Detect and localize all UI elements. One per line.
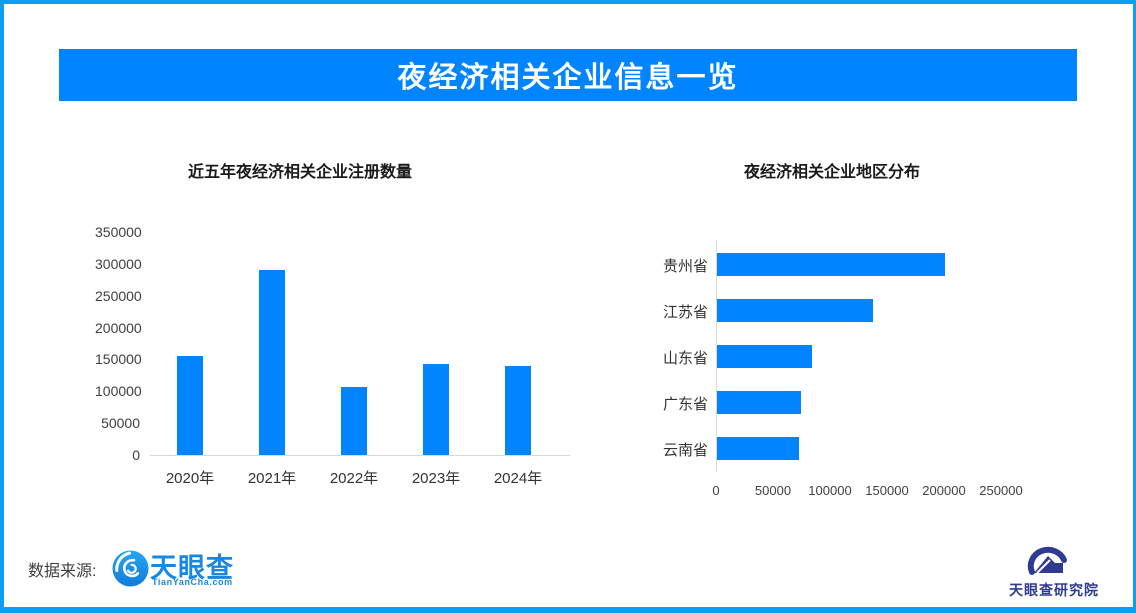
bar-2022年: [341, 387, 367, 455]
bar-山东省: [717, 345, 812, 368]
tianyancha-logo-subtext: TianYanCha.com: [152, 577, 233, 587]
y-axis-tick-150000: 150000: [95, 351, 142, 368]
y-axis-tick-100000: 100000: [95, 383, 142, 400]
page-border-left: [0, 0, 4, 613]
bar-江苏省: [717, 299, 873, 322]
x-axis-line: [150, 455, 570, 456]
bar-贵州省: [717, 253, 945, 276]
tianyancha-logo-text: 天眼查: [150, 553, 234, 583]
tianyancha-eye-icon: [112, 550, 149, 587]
page-title: 夜经济相关企业信息一览: [397, 62, 739, 94]
x-axis-label-2023年: 2023年: [411, 470, 461, 487]
x-axis-tick-150000: 150000: [865, 483, 909, 498]
x-axis-label-2022年: 2022年: [329, 470, 379, 487]
category-label-广东省: 广东省: [662, 396, 708, 413]
y-axis-line: [716, 240, 717, 472]
bar-云南省: [717, 437, 799, 460]
x-axis-tick-50000: 50000: [754, 483, 792, 498]
y-axis-tick-300000: 300000: [95, 255, 142, 272]
category-label-贵州省: 贵州省: [662, 258, 708, 275]
x-axis-tick-250000: 250000: [979, 483, 1023, 498]
y-axis-tick-50000: 50000: [101, 415, 140, 432]
bar-2021年: [259, 270, 285, 455]
x-axis-tick-100000: 100000: [808, 483, 852, 498]
registrations-chart-plot: 350000 300000 250000 200000 150000 100000 5000…: [95, 224, 575, 500]
region-chart-plot: 贵州省江苏省山东省广东省云南省 0 50000 100000 150000 200000 2…: [640, 240, 1090, 502]
page-title-banner: 夜经济相关企业信息一览: [59, 49, 1077, 101]
page-border-bottom: [0, 607, 1136, 613]
y-axis-tick-0: 0: [132, 447, 140, 463]
bar-2024年: [505, 366, 531, 455]
x-axis-label-2020年: 2020年: [165, 470, 215, 487]
research-institute-icon: [1027, 546, 1067, 575]
bar-广东省: [717, 391, 801, 414]
y-axis-tick-350000: 350000: [95, 224, 142, 240]
registrations-chart-title: 近五年夜经济相关企业注册数量: [187, 164, 412, 181]
category-label-云南省: 云南省: [662, 442, 708, 459]
x-axis-label-2024年: 2024年: [493, 470, 543, 487]
category-label-江苏省: 江苏省: [662, 304, 708, 321]
x-axis-tick-0: 0: [712, 483, 720, 498]
region-chart-title: 夜经济相关企业地区分布: [743, 164, 920, 181]
y-axis-tick-200000: 200000: [95, 319, 142, 336]
category-label-山东省: 山东省: [662, 350, 708, 367]
x-axis-tick-200000: 200000: [922, 483, 966, 498]
y-axis-tick-250000: 250000: [95, 287, 142, 304]
x-axis-label-2021年: 2021年: [247, 470, 297, 487]
page-border-right: [1133, 0, 1136, 613]
data-source-label: 数据来源:: [28, 563, 97, 580]
bar-2023年: [423, 364, 449, 455]
page-border-top: [0, 0, 1136, 4]
research-institute-label: 天眼查研究院: [1009, 582, 1099, 598]
bar-2020年: [177, 356, 203, 455]
